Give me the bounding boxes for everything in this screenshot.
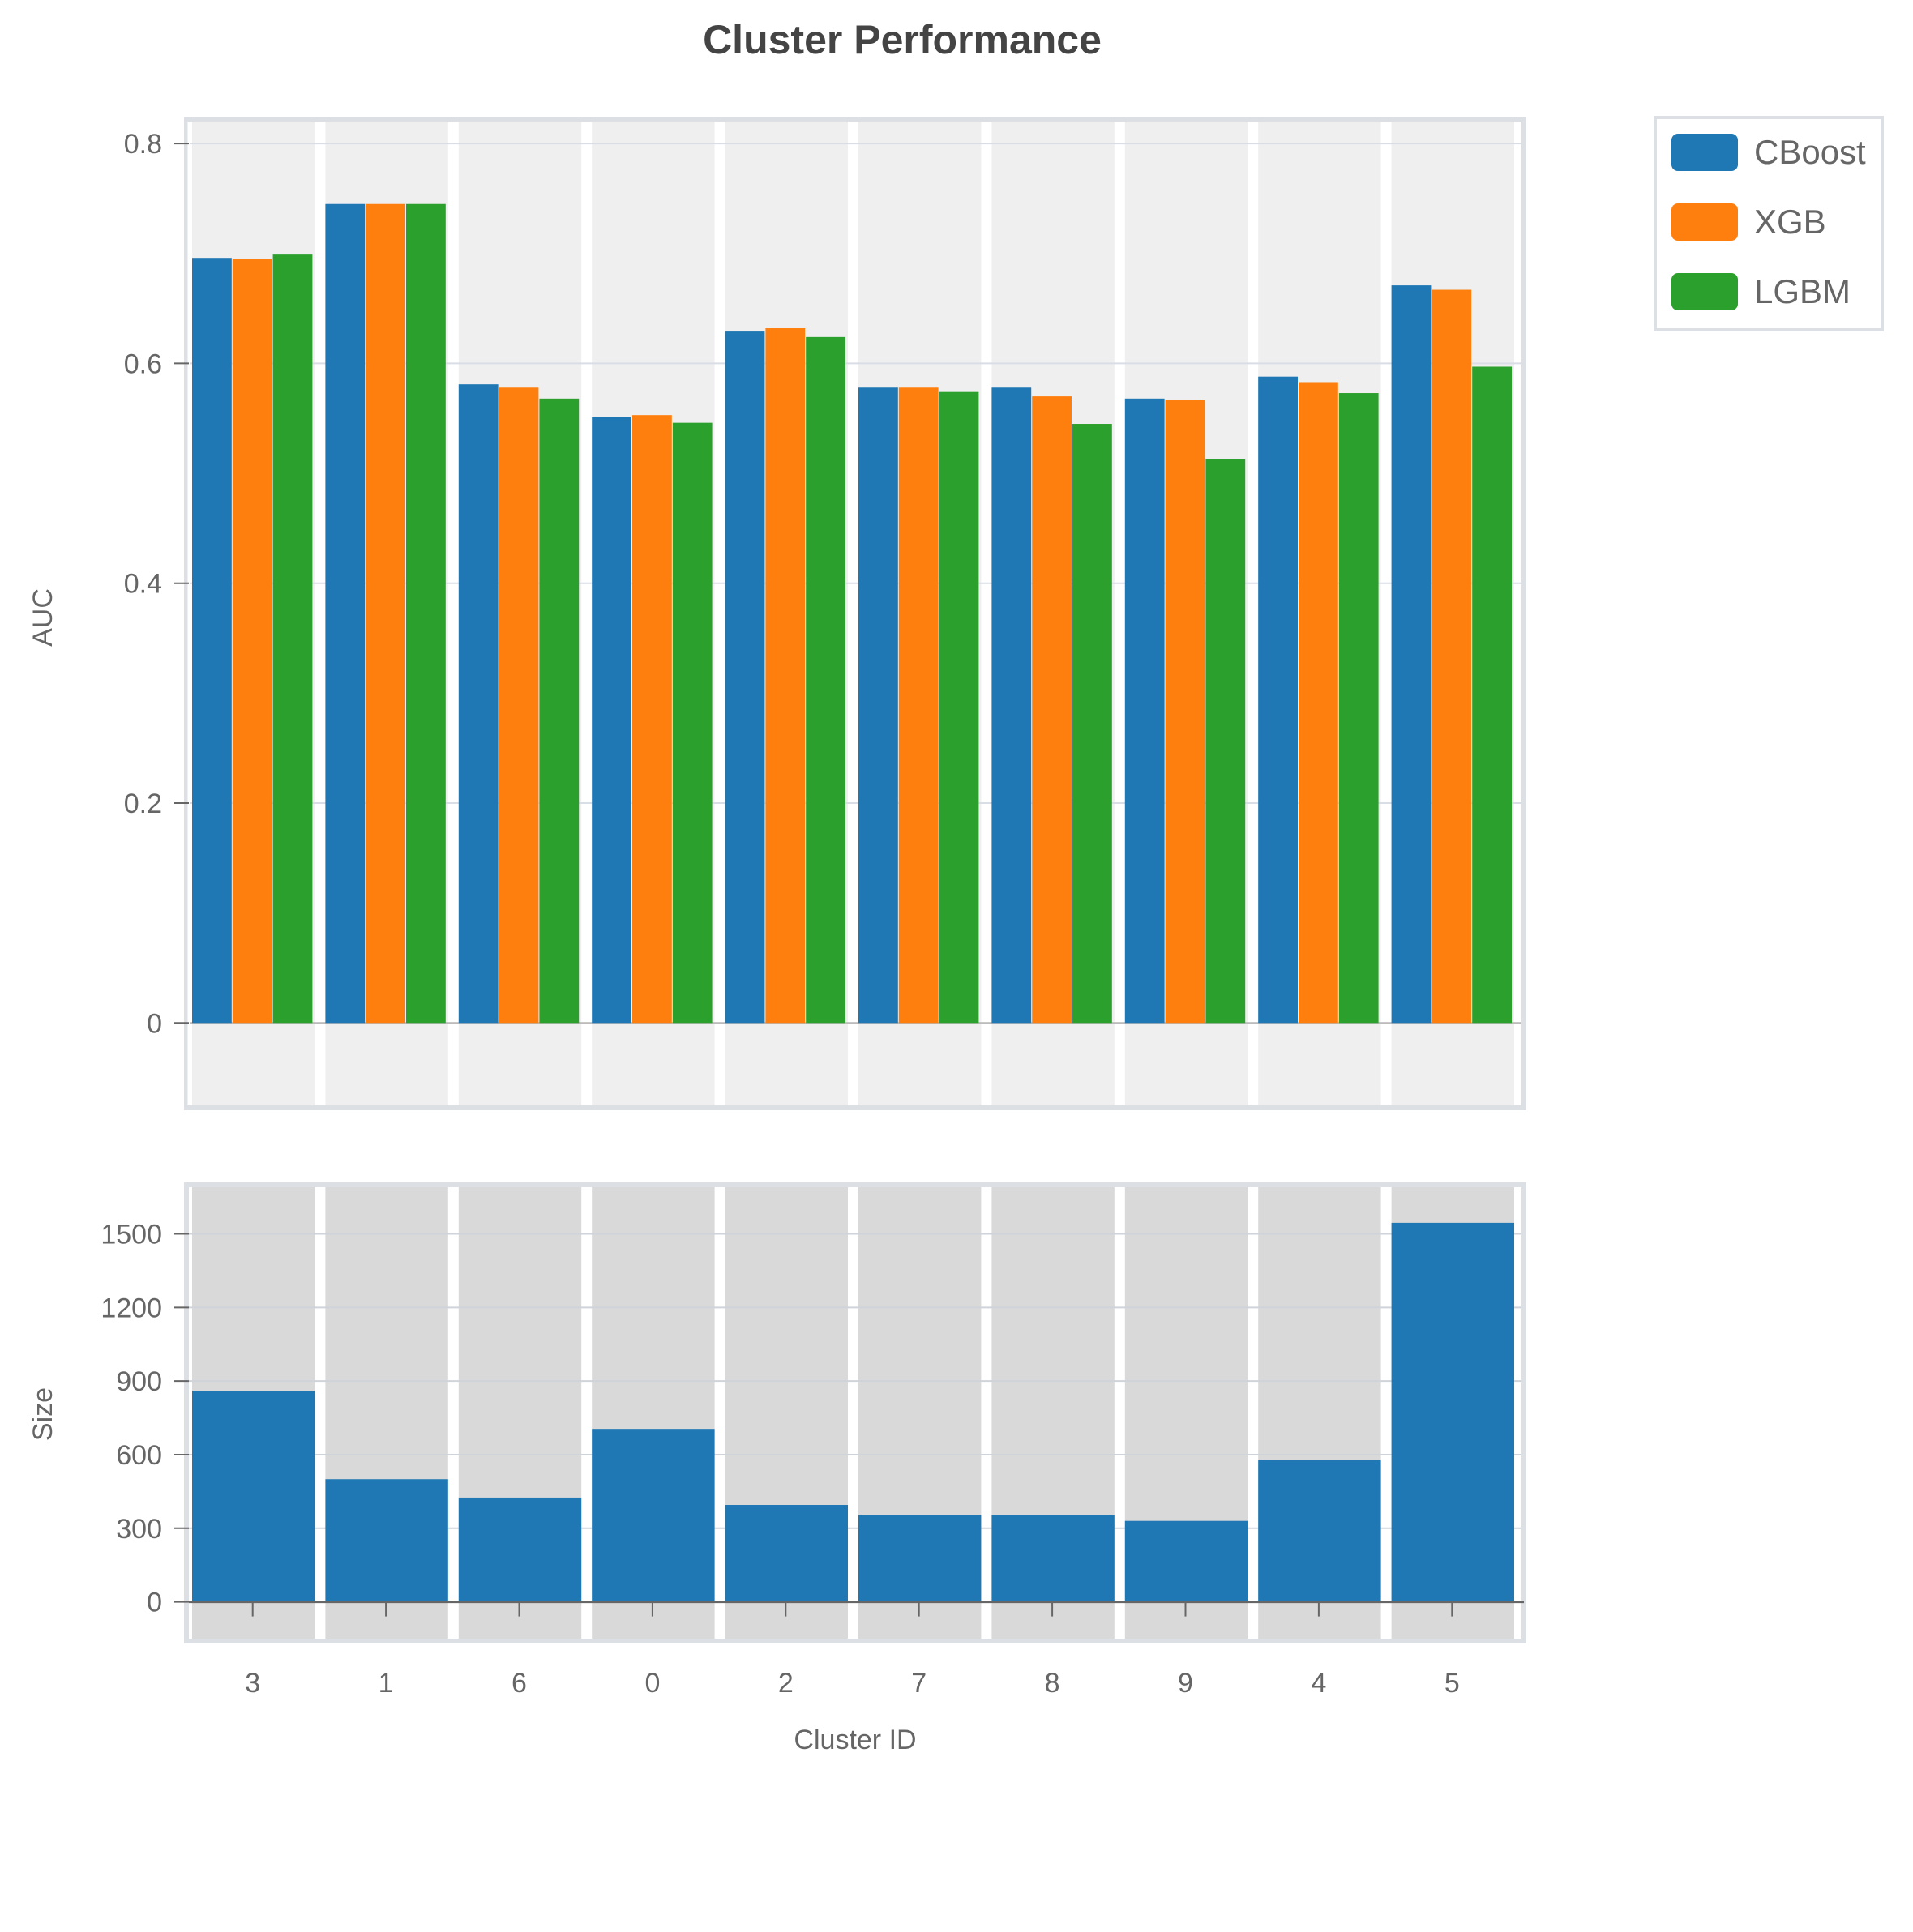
auc-bar-xgb	[366, 203, 405, 1024]
size-bar	[1391, 1222, 1514, 1602]
x-tick-label: 7	[911, 1668, 927, 1699]
auc-bar-lgbm	[539, 398, 580, 1024]
auc-bar-xgb	[499, 387, 539, 1024]
auc-y-axis: 0 0.2 0.4 0.6 0.8	[124, 122, 190, 1105]
size-bar	[458, 1497, 582, 1602]
auc-bar-xgb	[1432, 289, 1472, 1024]
auc-bar-lgbm	[939, 391, 979, 1024]
size-y-tick-label: 600	[116, 1440, 162, 1471]
auc-panel: 0 0.2 0.4 0.6 0.8 AUC	[28, 117, 1526, 1110]
size-y-tick-label: 900	[116, 1366, 162, 1397]
x-tick-label: 0	[644, 1668, 660, 1699]
size-y-tick-label: 1500	[101, 1220, 162, 1250]
legend-label-cboost: CBoost	[1754, 133, 1866, 171]
auc-y-tick-label: 0.8	[124, 129, 162, 160]
auc-bar-cboost	[1258, 376, 1298, 1024]
size-y-tick-label: 300	[116, 1514, 162, 1545]
x-axis-label: Cluster ID	[794, 1725, 916, 1755]
auc-y-tick-label: 0.4	[124, 569, 162, 600]
x-tick-label: 6	[511, 1668, 527, 1699]
auc-bar-lgbm	[1338, 393, 1379, 1024]
auc-bar-xgb	[1032, 396, 1072, 1024]
size-bars	[192, 1222, 1514, 1602]
legend-swatch-lgbm	[1671, 273, 1738, 310]
legend: CBoost XGB LGBM	[1654, 116, 1884, 331]
auc-bar-lgbm	[406, 203, 446, 1024]
x-tick-label: 3	[245, 1668, 260, 1699]
auc-bar-xgb	[898, 387, 939, 1024]
legend-label-xgb: XGB	[1754, 203, 1826, 241]
auc-bar-cboost	[458, 384, 499, 1024]
auc-bar-lgbm	[272, 254, 313, 1024]
size-bar	[725, 1505, 848, 1602]
auc-bar-cboost	[592, 417, 631, 1024]
size-x-axis: 3 1 6 0 2 7 8 9 4 5	[189, 1601, 1524, 1699]
size-y-axis: 0 300 600 900 1200 1500	[101, 1220, 189, 1618]
auc-bar-lgbm	[672, 422, 713, 1024]
legend-label-lgbm: LGBM	[1754, 272, 1851, 310]
size-bar	[192, 1391, 315, 1602]
auc-bar-lgbm	[1472, 366, 1512, 1024]
x-tick-label: 5	[1444, 1668, 1460, 1699]
auc-bar-cboost	[1124, 398, 1165, 1024]
auc-bar-cboost	[1391, 285, 1432, 1024]
auc-bar-lgbm	[1205, 459, 1246, 1024]
size-bar	[1258, 1460, 1381, 1602]
auc-bar-cboost	[991, 387, 1032, 1024]
size-panel: 0 300 600 900 1200 1500 3 1 6 0 2 7 8 9 4 5 Size Clust…	[28, 1182, 1526, 1755]
auc-bar-cboost	[725, 331, 765, 1024]
auc-bar-lgbm	[1072, 424, 1112, 1024]
size-bar	[1124, 1520, 1248, 1602]
auc-y-tick-label: 0	[147, 1008, 162, 1039]
size-bar	[592, 1429, 715, 1602]
auc-bar-lgbm	[806, 336, 845, 1024]
size-bar	[991, 1515, 1115, 1602]
auc-bar-xgb	[632, 415, 672, 1024]
size-y-axis-label: Size	[28, 1387, 58, 1441]
auc-bar-xgb	[1165, 400, 1205, 1024]
auc-bar-xgb	[1299, 382, 1338, 1024]
chart-title: Cluster Performance	[703, 17, 1102, 62]
auc-bar-xgb	[765, 328, 806, 1024]
auc-y-axis-label: AUC	[28, 588, 58, 647]
size-y-tick-label: 0	[147, 1588, 162, 1618]
x-tick-label: 2	[778, 1668, 794, 1699]
size-y-tick-label: 1200	[101, 1293, 162, 1323]
auc-bars	[192, 203, 1512, 1024]
size-bar	[858, 1515, 982, 1602]
size-bar	[325, 1479, 448, 1602]
x-tick-label: 4	[1311, 1668, 1326, 1699]
auc-bar-cboost	[192, 258, 232, 1024]
legend-swatch-xgb	[1671, 203, 1738, 241]
x-tick-label: 1	[379, 1668, 394, 1699]
auc-y-tick-label: 0.6	[124, 348, 162, 379]
auc-bar-cboost	[325, 203, 366, 1024]
auc-bar-xgb	[232, 259, 272, 1024]
x-tick-label: 9	[1178, 1668, 1193, 1699]
legend-swatch-cboost	[1671, 134, 1738, 171]
x-tick-label: 8	[1045, 1668, 1060, 1699]
auc-y-tick-label: 0.2	[124, 789, 162, 819]
auc-bar-cboost	[858, 387, 898, 1024]
